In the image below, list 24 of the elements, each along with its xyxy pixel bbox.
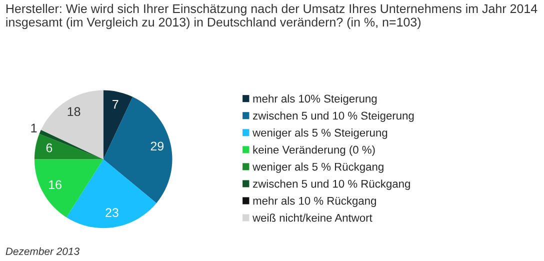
legend-label: weiß nicht/keine Antwort <box>252 214 372 222</box>
data-label: 16 <box>49 180 62 190</box>
data-label: 7 <box>112 100 118 109</box>
legend-label: mehr als 10 % Rückgang <box>253 196 376 207</box>
data-label: 1 <box>31 124 37 132</box>
pie-slice <box>34 159 104 218</box>
legend-label: mehr als 10% Steigerung <box>253 94 377 105</box>
legend-label: zwischen 5 und 10 % Rückgang <box>253 180 410 190</box>
chart-title: Hersteller: Wie wird sich Ihrer Einschätzung nach der Umsatz Ihres Unternehmens im Jahr 2014 insgesamt (im Vergleich zu 2013) in Deutschland verändern? (in %, n=103) <box>6 4 538 30</box>
pie-slice <box>34 134 104 160</box>
data-label: 23 <box>106 208 118 218</box>
legend-label: keine Veränderung (0 %) <box>253 146 375 156</box>
data-label: 18 <box>68 107 80 116</box>
pie-slice <box>39 130 104 160</box>
pie-slice <box>66 159 156 228</box>
pie-slice <box>41 90 104 160</box>
data-label: 29 <box>150 142 164 151</box>
text: Dezember 2013 <box>6 247 80 256</box>
legend-label: weniger als 5 % Steigerung <box>252 128 388 139</box>
legend-label: weniger als 5 % Rückgang <box>252 162 384 173</box>
pie-slice <box>103 96 172 204</box>
legend-label: zwischen 5 und 10 % Steigerung <box>253 111 414 122</box>
data-label: 6 <box>46 143 52 152</box>
pie-slice <box>103 90 133 160</box>
